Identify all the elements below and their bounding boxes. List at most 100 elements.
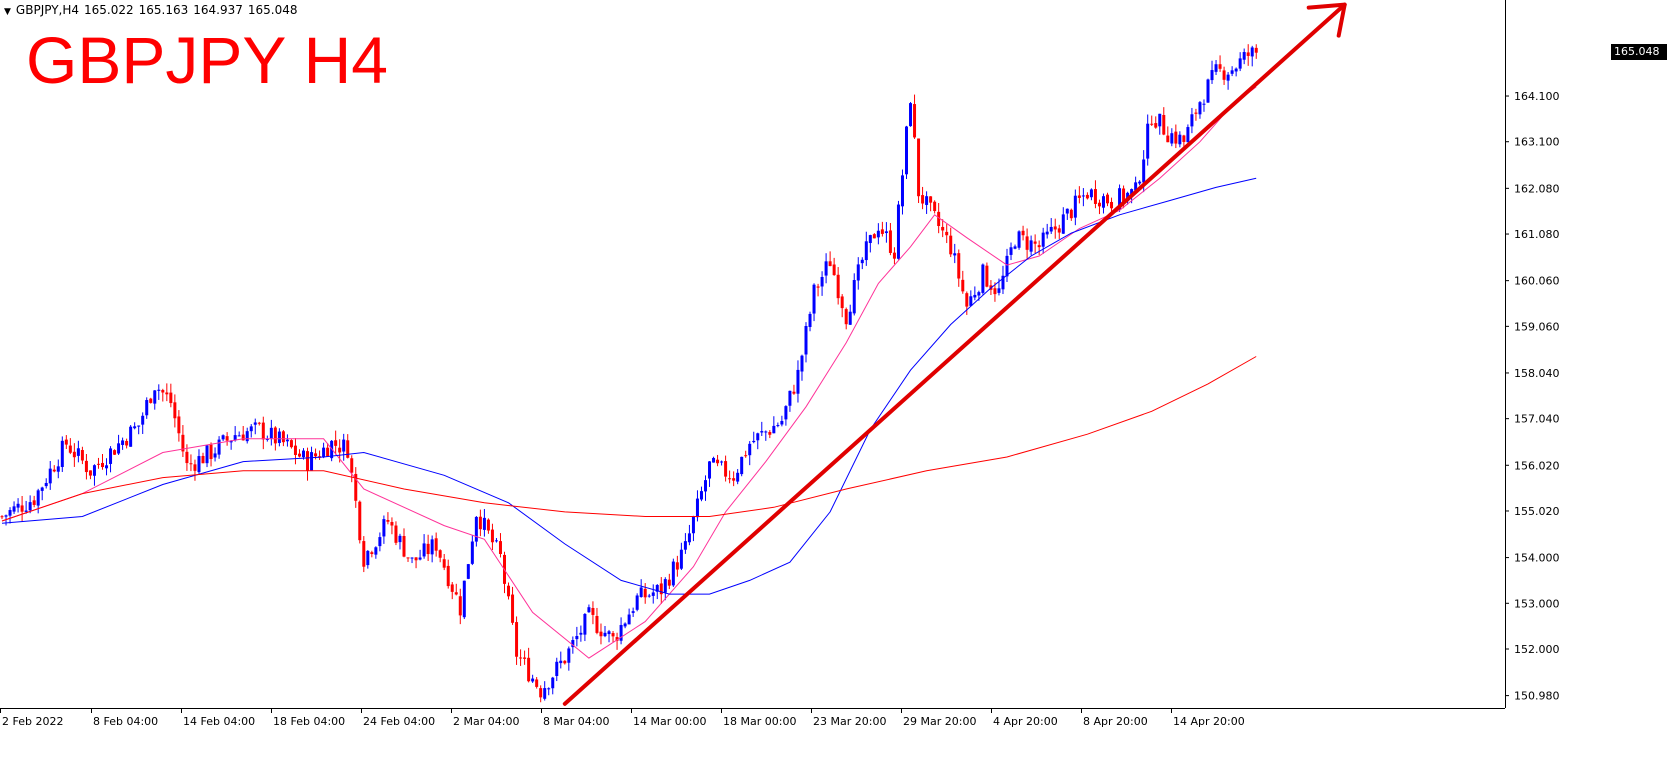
candle-body xyxy=(125,440,129,446)
candle xyxy=(478,509,482,537)
candle-body xyxy=(716,459,720,464)
candle-body xyxy=(744,455,748,457)
candle xyxy=(929,196,933,212)
candle-body xyxy=(326,447,330,457)
candle xyxy=(261,416,265,450)
candle xyxy=(72,443,76,467)
candle-body xyxy=(884,231,888,234)
candle xyxy=(1089,188,1093,201)
candle-body xyxy=(768,432,772,435)
candle-body xyxy=(788,390,792,406)
candle xyxy=(945,224,949,244)
candle xyxy=(306,447,310,481)
candle-body xyxy=(358,501,362,541)
candle-body xyxy=(1049,226,1053,232)
candle xyxy=(784,405,788,426)
candle xyxy=(229,440,233,450)
candle xyxy=(285,434,289,447)
candle xyxy=(949,227,953,258)
candle xyxy=(921,186,925,210)
candle-body xyxy=(1069,209,1073,219)
candle-body xyxy=(494,540,498,542)
candle xyxy=(241,426,245,441)
candle xyxy=(1045,223,1049,239)
candle xyxy=(101,453,104,470)
candle-body xyxy=(896,204,900,259)
candle-body xyxy=(804,326,808,355)
candle-body xyxy=(679,549,683,569)
candle xyxy=(201,452,205,464)
candle-body xyxy=(655,585,659,592)
candle xyxy=(32,495,36,508)
candle-body xyxy=(1017,231,1021,248)
candle-body xyxy=(84,460,88,473)
candle-body xyxy=(273,427,277,444)
candle-body xyxy=(362,541,366,567)
candle-body xyxy=(527,657,531,682)
candle xyxy=(326,443,330,457)
candle xyxy=(1110,197,1114,213)
candle-body xyxy=(92,465,96,476)
candle xyxy=(237,431,241,437)
candle xyxy=(76,440,80,463)
candle-body xyxy=(24,510,28,512)
candle-body xyxy=(482,517,486,530)
candle xyxy=(257,421,261,426)
candle-body xyxy=(824,261,828,276)
candle xyxy=(141,412,145,434)
candle-body xyxy=(410,557,414,559)
trendline xyxy=(562,2,1347,706)
candle-body xyxy=(117,443,121,454)
candle xyxy=(374,546,378,559)
candle xyxy=(1234,67,1238,77)
candle-body xyxy=(8,510,12,516)
candle-body xyxy=(1166,135,1170,143)
candle xyxy=(651,584,655,604)
candle-body xyxy=(374,547,378,555)
candle-body xyxy=(929,196,933,203)
candle xyxy=(683,533,687,554)
candle-body xyxy=(595,615,599,633)
candle xyxy=(872,233,876,239)
candle-body xyxy=(945,231,949,236)
time-tick-label: 18 Mar 00:00 xyxy=(723,715,796,728)
triangle-down-icon[interactable]: ▼ xyxy=(4,7,11,17)
candle-body xyxy=(76,448,80,456)
candle xyxy=(458,588,462,625)
candle-body xyxy=(1037,245,1041,248)
candle xyxy=(165,383,169,402)
candle xyxy=(848,304,852,325)
trendline-group xyxy=(562,2,1347,706)
candle xyxy=(917,138,921,204)
candle-body xyxy=(832,264,836,276)
candle-body xyxy=(732,478,736,481)
candle-body xyxy=(426,543,430,555)
candle-body xyxy=(892,252,896,259)
candle-body xyxy=(921,195,925,204)
candle-body xyxy=(683,541,687,550)
candle-body xyxy=(820,276,824,287)
candle-body xyxy=(860,259,864,264)
candle-body xyxy=(149,398,153,403)
candle xyxy=(8,507,12,524)
candle-body xyxy=(981,264,985,293)
candle xyxy=(277,428,281,447)
candle-body xyxy=(1130,189,1134,195)
candle-body xyxy=(56,466,60,472)
candle xyxy=(792,384,796,395)
candle-body xyxy=(1077,195,1081,198)
candle-body xyxy=(386,519,390,522)
candle xyxy=(386,512,390,525)
candle-body xyxy=(1089,189,1093,198)
candle xyxy=(370,550,374,558)
candle xyxy=(724,455,728,482)
candle xyxy=(591,601,595,625)
candle-body xyxy=(1218,64,1222,69)
candle xyxy=(595,607,599,635)
candle-body xyxy=(1186,127,1190,143)
candle-body xyxy=(446,565,450,587)
candle-body xyxy=(48,468,52,484)
candle-body xyxy=(350,458,354,473)
candle xyxy=(1085,192,1089,200)
candle-body xyxy=(543,688,547,699)
